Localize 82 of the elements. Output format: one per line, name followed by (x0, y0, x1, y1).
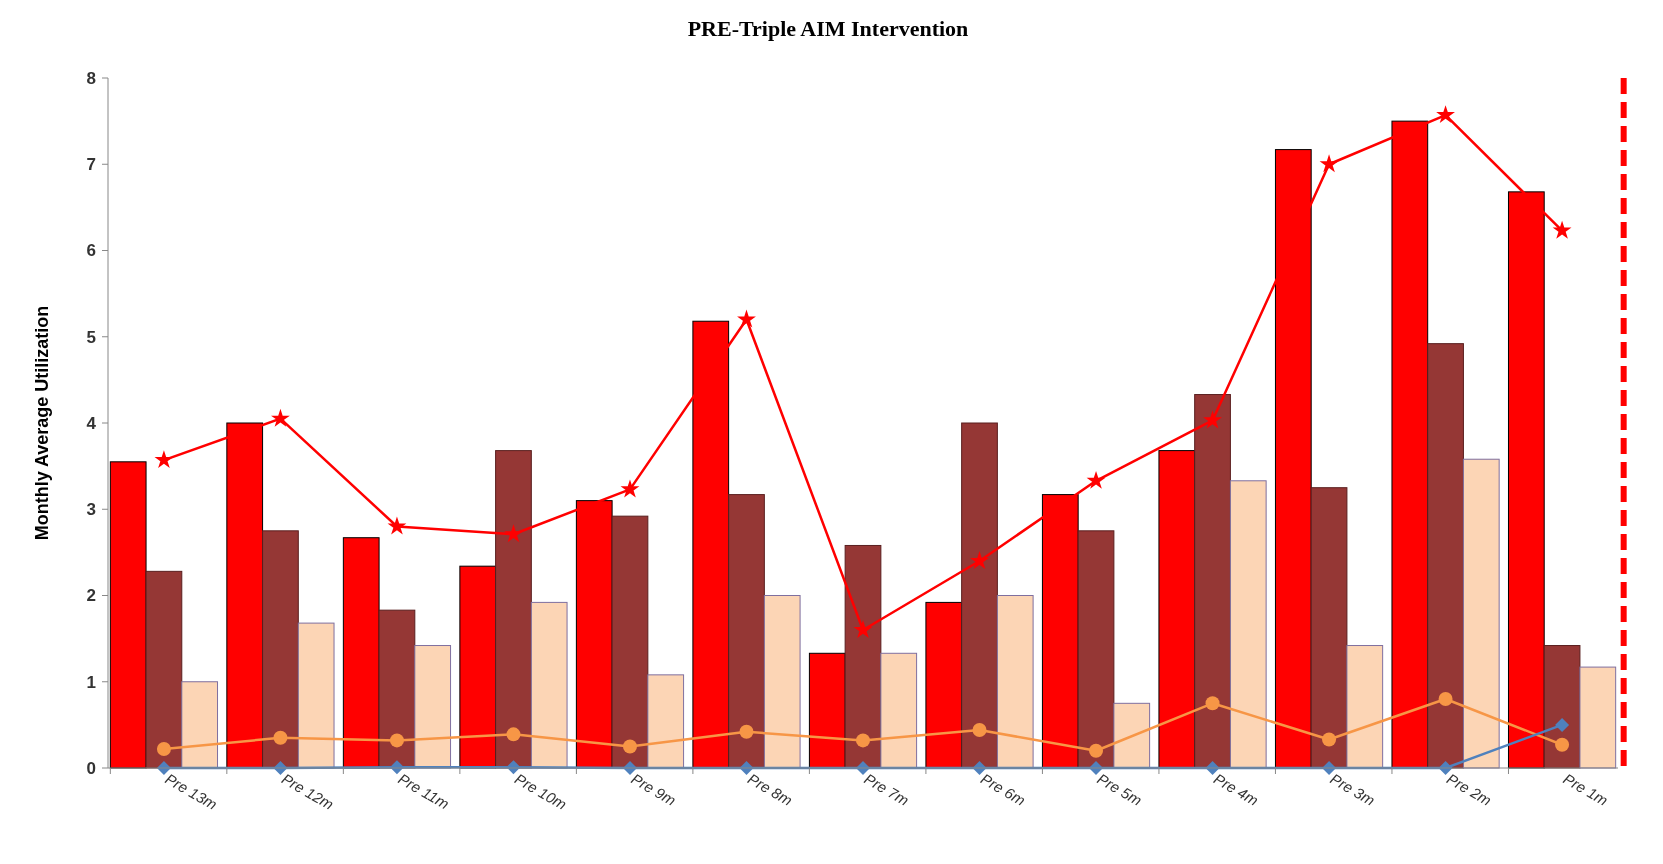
point (1205, 696, 1220, 711)
x-tick-label: Pre 2m (1444, 769, 1495, 809)
bar (145, 570, 183, 769)
point (972, 723, 987, 738)
bar (530, 601, 568, 769)
bar (1229, 480, 1267, 769)
y-tick-label: 4 (86, 413, 97, 433)
point (1086, 470, 1106, 489)
bar (1310, 487, 1348, 769)
point (853, 620, 873, 639)
x-tick-label: Pre 4m (1211, 769, 1262, 809)
x-tick-label: Pre 7m (861, 769, 912, 809)
point (622, 739, 637, 754)
bar (880, 652, 918, 769)
x-tick-label: Pre 5m (1094, 769, 1145, 809)
bar (1579, 666, 1617, 769)
point (1555, 737, 1570, 752)
point (389, 733, 404, 748)
bar (378, 609, 416, 769)
bar (459, 565, 497, 769)
y-tick-label: 3 (86, 500, 96, 520)
bar (297, 622, 335, 769)
bar (647, 674, 685, 769)
point (154, 450, 174, 469)
point (156, 742, 171, 757)
chart-title: PRE-Triple AIM Intervention (687, 16, 969, 41)
bar (342, 537, 380, 769)
point (1552, 220, 1572, 239)
point (970, 551, 989, 570)
bar (1077, 530, 1115, 769)
x-tick-label: Pre 11m (395, 769, 453, 813)
point (1203, 410, 1222, 429)
bar (728, 494, 765, 769)
x-tick-label: Pre 13m (162, 769, 221, 813)
y-tick-label: 5 (86, 327, 96, 347)
bar (1462, 458, 1500, 769)
point (620, 479, 640, 498)
x-tick-label: Pre 1m (1560, 769, 1611, 809)
y-tick-label: 0 (86, 758, 96, 778)
x-tick-label: Pre 10m (511, 769, 570, 813)
bar (181, 681, 219, 769)
x-tick-label: Pre 6m (978, 769, 1029, 809)
x-tick-label: Pre 12m (278, 769, 337, 813)
point (1322, 732, 1337, 747)
y-axis-title: Monthly Average Utilization (32, 305, 52, 541)
bar (495, 450, 532, 769)
point (387, 516, 407, 535)
point (856, 733, 870, 748)
bar (925, 601, 963, 769)
point (1438, 692, 1453, 706)
x-tick-label: Pre 8m (744, 769, 796, 809)
bar (996, 595, 1034, 769)
bar (414, 645, 452, 769)
point (506, 727, 521, 742)
bar (961, 422, 998, 769)
point (737, 309, 756, 328)
bar (611, 515, 649, 769)
bar (262, 530, 299, 769)
bar (1346, 645, 1384, 769)
point (273, 730, 288, 745)
y-tick-label: 1 (86, 672, 96, 692)
y-tick-label: 2 (86, 586, 96, 606)
point (1436, 105, 1455, 124)
bar (808, 652, 846, 769)
bar (844, 544, 882, 769)
x-tick-label: Pre 9m (628, 769, 679, 809)
point (1555, 717, 1570, 732)
bar (109, 461, 147, 769)
point (1319, 154, 1339, 173)
point (504, 524, 523, 543)
bar (1113, 702, 1151, 769)
point (1089, 743, 1104, 758)
bar (1427, 343, 1464, 769)
y-tick-label: 6 (86, 241, 96, 261)
point (739, 724, 754, 739)
point (271, 408, 290, 427)
y-tick-label: 8 (86, 68, 96, 88)
bar (1194, 394, 1231, 769)
bar (1543, 645, 1581, 769)
x-tick-label: Pre 3m (1327, 769, 1378, 809)
bar (763, 595, 801, 769)
y-tick-label: 7 (86, 155, 96, 175)
